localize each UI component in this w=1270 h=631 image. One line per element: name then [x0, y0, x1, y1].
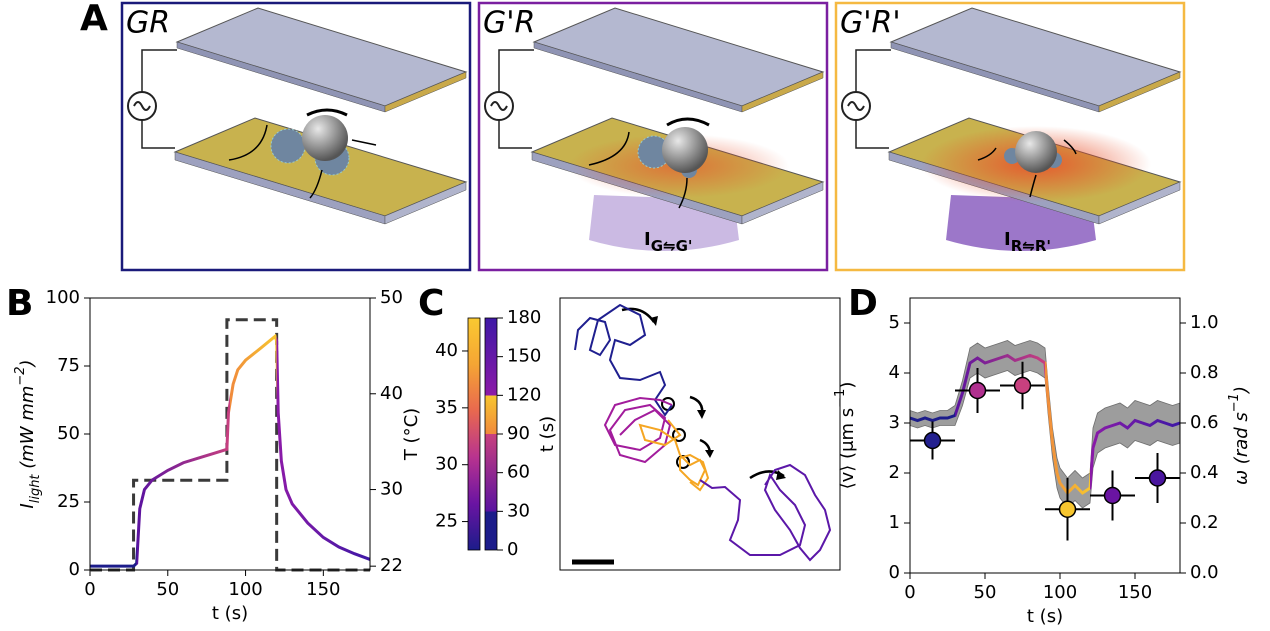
colorbar [468, 318, 480, 550]
axis-label: ⟨v⟩ (μm s−1) [833, 382, 858, 490]
colorbar-tick-label: 40 [435, 340, 458, 361]
y-tick-label: 75 [57, 355, 80, 376]
trajectory [575, 305, 672, 415]
y2-tick-label: 1.0 [1190, 312, 1219, 333]
x-tick-label: 50 [974, 582, 997, 603]
colorbar-tick-label: 120 [507, 384, 541, 405]
axis-label: T (°C) [401, 408, 422, 461]
y2-tick-label: 0.0 [1190, 562, 1219, 583]
label-part: light [28, 474, 43, 504]
trajectory [605, 398, 672, 462]
state-label: GR [126, 6, 170, 41]
label-part: ) [1231, 386, 1252, 395]
x-axis-label: t (s) [212, 603, 248, 624]
colorbar-tick-label: 60 [507, 462, 530, 483]
cell-diagram [128, 8, 466, 224]
x-tick-label: 150 [1118, 582, 1152, 603]
label-part: t (s) [537, 416, 558, 452]
x-tick-label: 100 [1043, 582, 1077, 603]
light-sub: R⇋R' [1011, 237, 1051, 255]
y-tick-label: 0 [69, 559, 80, 580]
label-part: ) [837, 382, 858, 389]
y-tick-label: 5 [889, 312, 900, 333]
y-tick-label: 3 [889, 412, 900, 433]
cell-diagram: IR⇋R' [842, 8, 1180, 255]
label-part: −1 [833, 389, 848, 408]
x-tick-label: 50 [156, 579, 179, 600]
x-tick-label: 0 [904, 582, 915, 603]
x-tick-label: 100 [228, 579, 262, 600]
y2-tick-label: 40 [380, 383, 403, 404]
y2-tick-label: 0.6 [1190, 412, 1219, 433]
colorbar [485, 318, 497, 550]
panel-label: B [6, 283, 33, 324]
trajectory [700, 465, 830, 560]
label-part: −1 [1227, 393, 1242, 412]
label-part: (°C) [401, 408, 422, 449]
light-sub: G⇋G' [651, 237, 693, 255]
y2-tick-label: 0.8 [1190, 362, 1219, 383]
label-part: ω (rad s [1231, 412, 1252, 485]
point [1105, 488, 1121, 504]
colorbar-tick-label: 30 [435, 454, 458, 475]
point [970, 383, 986, 399]
panel-a: A GR G'R G'R' IG⇋G' [80, 0, 1184, 270]
y-tick-label: 0 [889, 562, 900, 583]
label-part: −2 [13, 366, 28, 385]
colorbar-tick-label: 90 [507, 423, 530, 444]
label-part: ) [17, 359, 38, 368]
axis-label: t (s) [537, 416, 558, 452]
y2-tick-label: 0.4 [1190, 462, 1219, 483]
label-part: ⟨v⟩ (μm s [837, 408, 858, 490]
point [1060, 501, 1076, 517]
axis-label: ω (rad s−1) [1227, 386, 1252, 485]
y-tick-label: 25 [57, 491, 80, 512]
y2-tick-label: 22 [380, 555, 403, 576]
point [925, 433, 941, 449]
panel-label: C [418, 283, 444, 324]
y-tick-label: 50 [57, 423, 80, 444]
colorbar-tick-label: 30 [507, 500, 530, 521]
cell-diagram: IG⇋G' [485, 8, 823, 255]
colorbar-tick-label: 35 [435, 397, 458, 418]
state-label: G'R [483, 6, 535, 41]
y-tick-label: 4 [889, 362, 900, 383]
series-line [90, 336, 370, 566]
state-label: G'R' [840, 6, 901, 41]
point [1150, 470, 1166, 486]
figure: A GR G'R G'R' IG⇋G' [0, 0, 1270, 631]
light-main: I [644, 229, 651, 250]
axis-label: Ilight (mW mm−2) [13, 359, 43, 508]
y-tick-label: 100 [46, 287, 80, 308]
y-tick-label: 1 [889, 512, 900, 533]
y2-tick-label: 50 [380, 287, 403, 308]
colorbar-tick-label: 0 [507, 539, 518, 560]
colorbar-tick-label: 25 [435, 511, 458, 532]
colorbar-tick-label: 150 [507, 346, 541, 367]
x-tick-label: 150 [306, 579, 340, 600]
label-part: (mW mm [17, 386, 38, 475]
panel-label: A [80, 0, 108, 39]
y-tick-label: 2 [889, 462, 900, 483]
x-axis-label: t (s) [1027, 606, 1063, 627]
point [1015, 378, 1031, 394]
plot-frame [90, 298, 370, 570]
plot-frame [560, 298, 840, 570]
colorbar-tick-label: 180 [507, 307, 541, 328]
light-intensity-line [90, 320, 370, 570]
y2-tick-label: 30 [380, 479, 403, 500]
panel-label: D [848, 283, 878, 324]
light-main: I [1004, 229, 1011, 250]
y2-tick-label: 0.2 [1190, 512, 1219, 533]
x-tick-label: 0 [84, 579, 95, 600]
